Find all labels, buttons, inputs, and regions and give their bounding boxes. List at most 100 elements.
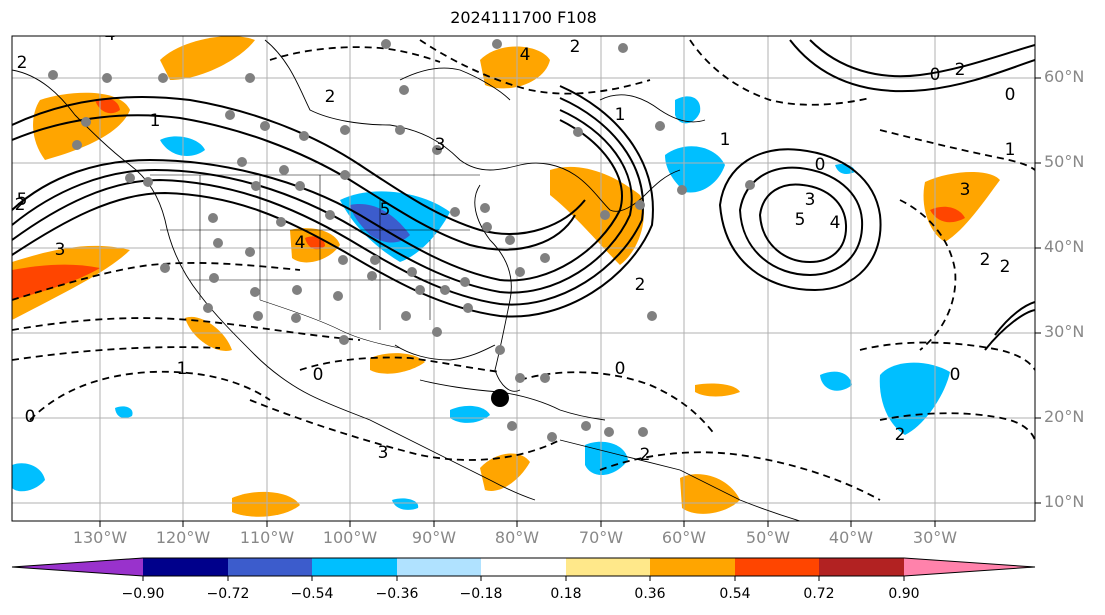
contour-label: 1 — [150, 111, 161, 131]
positive-anomaly-region — [923, 171, 1000, 242]
colorbar-segment — [397, 558, 481, 576]
station-dots — [48, 39, 755, 442]
lat-label: 30°N — [1044, 322, 1085, 341]
colorbar-tick-label: 0.36 — [634, 586, 666, 602]
lat-label: 20°N — [1044, 407, 1085, 426]
positive-anomaly-region — [930, 206, 965, 223]
negative-anomaly-region — [585, 441, 628, 476]
contour-label: 3 — [378, 443, 389, 463]
positive-anomaly-region — [695, 383, 740, 397]
contour-label: 4 — [105, 25, 116, 45]
positive-anomaly-region — [680, 474, 740, 514]
negative-anomaly-region — [675, 96, 701, 124]
colorbar-tick-label: 0.90 — [888, 586, 920, 602]
lon-label: 130°W — [72, 528, 128, 547]
lon-label: 80°W — [494, 528, 540, 547]
positive-anomaly-region — [370, 353, 425, 374]
positive-anomaly-region — [232, 491, 300, 517]
contour-label: 3 — [960, 180, 971, 200]
negative-anomaly-region — [879, 362, 950, 435]
colorbar-segment — [143, 558, 228, 576]
colorbar-tick-label: 0.18 — [550, 586, 582, 602]
negative-anomaly-region — [450, 405, 490, 423]
lon-label: 50°W — [745, 528, 791, 547]
contour-label: 0 — [313, 365, 324, 385]
lat-label: 40°N — [1044, 237, 1085, 256]
contour-label: 2 — [955, 60, 966, 80]
lon-label: 30°W — [912, 528, 958, 547]
colorbar-tick-label: −0.72 — [206, 586, 250, 602]
lat-label: 60°N — [1044, 67, 1085, 86]
contour-label: 3 — [55, 240, 66, 260]
colorbar-tick-label: −0.36 — [375, 586, 419, 602]
contour-label: 5 — [380, 200, 391, 220]
colorbar-segment — [481, 558, 566, 576]
colorbar-tick-label: 0.54 — [719, 586, 751, 602]
coastlines — [12, 39, 801, 521]
axis-ticks — [99, 77, 1041, 527]
lon-label: 70°W — [578, 528, 624, 547]
colorbar-segment — [12, 558, 143, 576]
contour-label: 2 — [640, 445, 651, 465]
colorbar-tick-label: 0.72 — [803, 586, 835, 602]
lon-label: 60°W — [661, 528, 707, 547]
contour-label: 0 — [815, 155, 826, 175]
positive-anomaly-region — [185, 316, 232, 351]
contour-label: 1 — [615, 105, 626, 125]
colorbar — [11, 557, 1036, 581]
colorbar-segment — [904, 558, 1035, 576]
shaded-anomalies — [12, 36, 1000, 517]
contour-label: 1 — [1005, 140, 1016, 160]
positive-anomaly-region — [480, 46, 550, 89]
contour-label: 3 — [805, 190, 816, 210]
colorbar-segment — [650, 558, 735, 576]
colorbar-segment — [735, 558, 819, 576]
contour-label: 2 — [570, 37, 581, 57]
map-frame — [11, 35, 1036, 522]
contour-label: 5 — [795, 210, 806, 230]
contour-label: 0 — [615, 359, 626, 379]
contour-label: 2 — [1000, 257, 1011, 277]
positive-anomaly-region — [160, 36, 255, 80]
positive-anomaly-region — [95, 98, 120, 114]
contour-label: 4 — [830, 213, 841, 233]
contour-label: 0 — [25, 407, 36, 427]
positive-anomaly-region — [550, 166, 644, 265]
negative-anomaly-region — [665, 146, 725, 193]
negative-anomaly-region — [12, 463, 45, 492]
contour-label: 2 — [635, 275, 646, 295]
contour-label: 2 — [980, 250, 991, 270]
contour-label: 2 — [15, 195, 26, 215]
lat-label: 50°N — [1044, 152, 1085, 171]
lon-label: 120°W — [155, 528, 211, 547]
height-contours — [12, 39, 1035, 501]
location-marker — [491, 389, 509, 407]
contour-label: 2 — [17, 53, 28, 73]
contour-label: 3 — [435, 135, 446, 155]
graticule — [12, 36, 1035, 521]
contour-label: 0 — [930, 65, 941, 85]
contour-label: 4 — [520, 45, 531, 65]
contour-labels: 24123543242103543120230120210302052 — [15, 20, 1016, 465]
lon-label: 40°W — [828, 528, 874, 547]
contour-label: 0 — [1005, 85, 1016, 105]
colorbar-tick-label: −0.18 — [459, 586, 503, 602]
colorbar-segment — [312, 558, 397, 576]
contour-label: 1 — [720, 130, 731, 150]
contour-label: 2 — [325, 87, 336, 107]
map-title: 2024111700 F108 — [450, 8, 597, 27]
positive-anomaly-region — [12, 264, 100, 300]
political-borders — [150, 174, 480, 349]
lon-label: 90°W — [411, 528, 457, 547]
contour-label: 3 — [895, 20, 906, 40]
negative-anomaly-region — [820, 371, 852, 391]
lat-label: 10°N — [1044, 492, 1085, 511]
lon-label: 100°W — [322, 528, 378, 547]
negative-anomaly-region — [392, 498, 419, 510]
negative-anomaly-region — [115, 406, 133, 418]
contour-label: 5 — [17, 190, 28, 210]
map-plot-area: 24123543242103543120230120210302052 — [12, 20, 1035, 521]
contour-label: 1 — [177, 359, 188, 379]
colorbar-segment — [819, 558, 904, 576]
